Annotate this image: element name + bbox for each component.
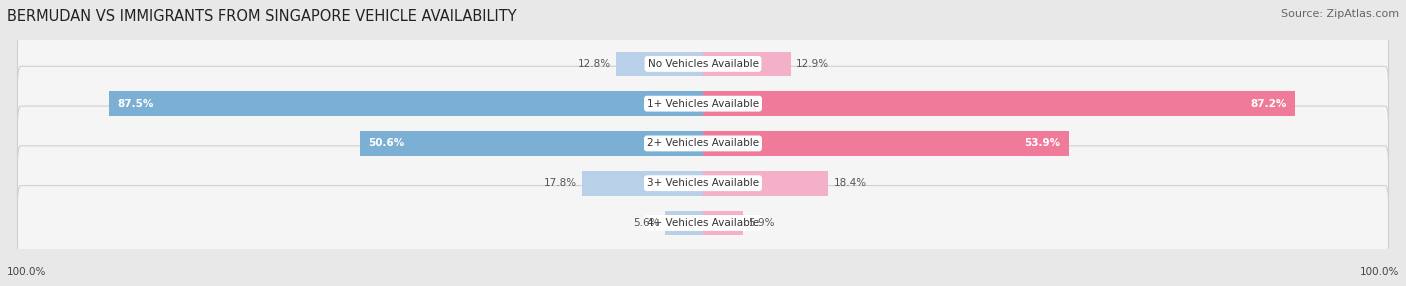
Text: 5.6%: 5.6%: [633, 218, 659, 228]
Text: Source: ZipAtlas.com: Source: ZipAtlas.com: [1281, 9, 1399, 19]
Text: 2+ Vehicles Available: 2+ Vehicles Available: [647, 138, 759, 148]
Text: No Vehicles Available: No Vehicles Available: [648, 59, 758, 69]
Bar: [665, 211, 703, 235]
Text: 5.9%: 5.9%: [748, 218, 775, 228]
Bar: [703, 171, 828, 196]
Text: 3+ Vehicles Available: 3+ Vehicles Available: [647, 178, 759, 188]
Text: 53.9%: 53.9%: [1025, 138, 1060, 148]
Text: 100.0%: 100.0%: [1360, 267, 1399, 277]
Bar: [582, 171, 703, 196]
Text: 12.8%: 12.8%: [578, 59, 610, 69]
FancyBboxPatch shape: [17, 27, 1389, 101]
FancyBboxPatch shape: [17, 106, 1389, 181]
Text: 17.8%: 17.8%: [544, 178, 576, 188]
FancyBboxPatch shape: [17, 66, 1389, 141]
Bar: [703, 51, 790, 76]
Text: 4+ Vehicles Available: 4+ Vehicles Available: [647, 218, 759, 228]
Text: BERMUDAN VS IMMIGRANTS FROM SINGAPORE VEHICLE AVAILABILITY: BERMUDAN VS IMMIGRANTS FROM SINGAPORE VE…: [7, 9, 516, 23]
Text: 12.9%: 12.9%: [796, 59, 830, 69]
Bar: [703, 211, 742, 235]
Bar: [703, 91, 1295, 116]
Text: 50.6%: 50.6%: [368, 138, 404, 148]
Bar: [703, 131, 1069, 156]
FancyBboxPatch shape: [17, 146, 1389, 221]
Text: 1+ Vehicles Available: 1+ Vehicles Available: [647, 99, 759, 109]
Text: 18.4%: 18.4%: [834, 178, 866, 188]
FancyBboxPatch shape: [17, 186, 1389, 260]
Text: 100.0%: 100.0%: [7, 267, 46, 277]
Bar: [616, 51, 703, 76]
Text: 87.2%: 87.2%: [1250, 99, 1286, 109]
Bar: [360, 131, 703, 156]
Text: 87.5%: 87.5%: [117, 99, 153, 109]
Bar: [110, 91, 703, 116]
